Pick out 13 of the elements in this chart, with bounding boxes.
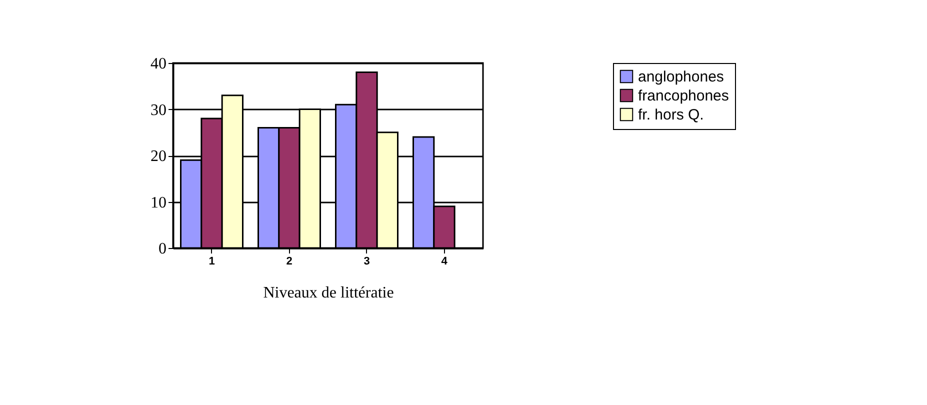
- legend-label: francophones: [638, 88, 729, 104]
- x-tick-label: 3: [364, 256, 370, 268]
- y-tick-label: 20: [150, 148, 166, 165]
- x-tick-label: 2: [286, 256, 292, 268]
- y-tick-label: 30: [150, 102, 166, 119]
- x-tick-label: 1: [208, 256, 215, 268]
- y-tick-label: 0: [158, 240, 166, 258]
- legend-label: anglophones: [638, 68, 724, 86]
- y-tick-label: 40: [150, 56, 166, 72]
- x-tick-label: 4: [441, 256, 448, 268]
- x-axis-title: Niveaux de littératie: [263, 284, 394, 302]
- legend-label: fr. hors Q.: [638, 106, 704, 124]
- y-tick-label: 10: [150, 194, 166, 212]
